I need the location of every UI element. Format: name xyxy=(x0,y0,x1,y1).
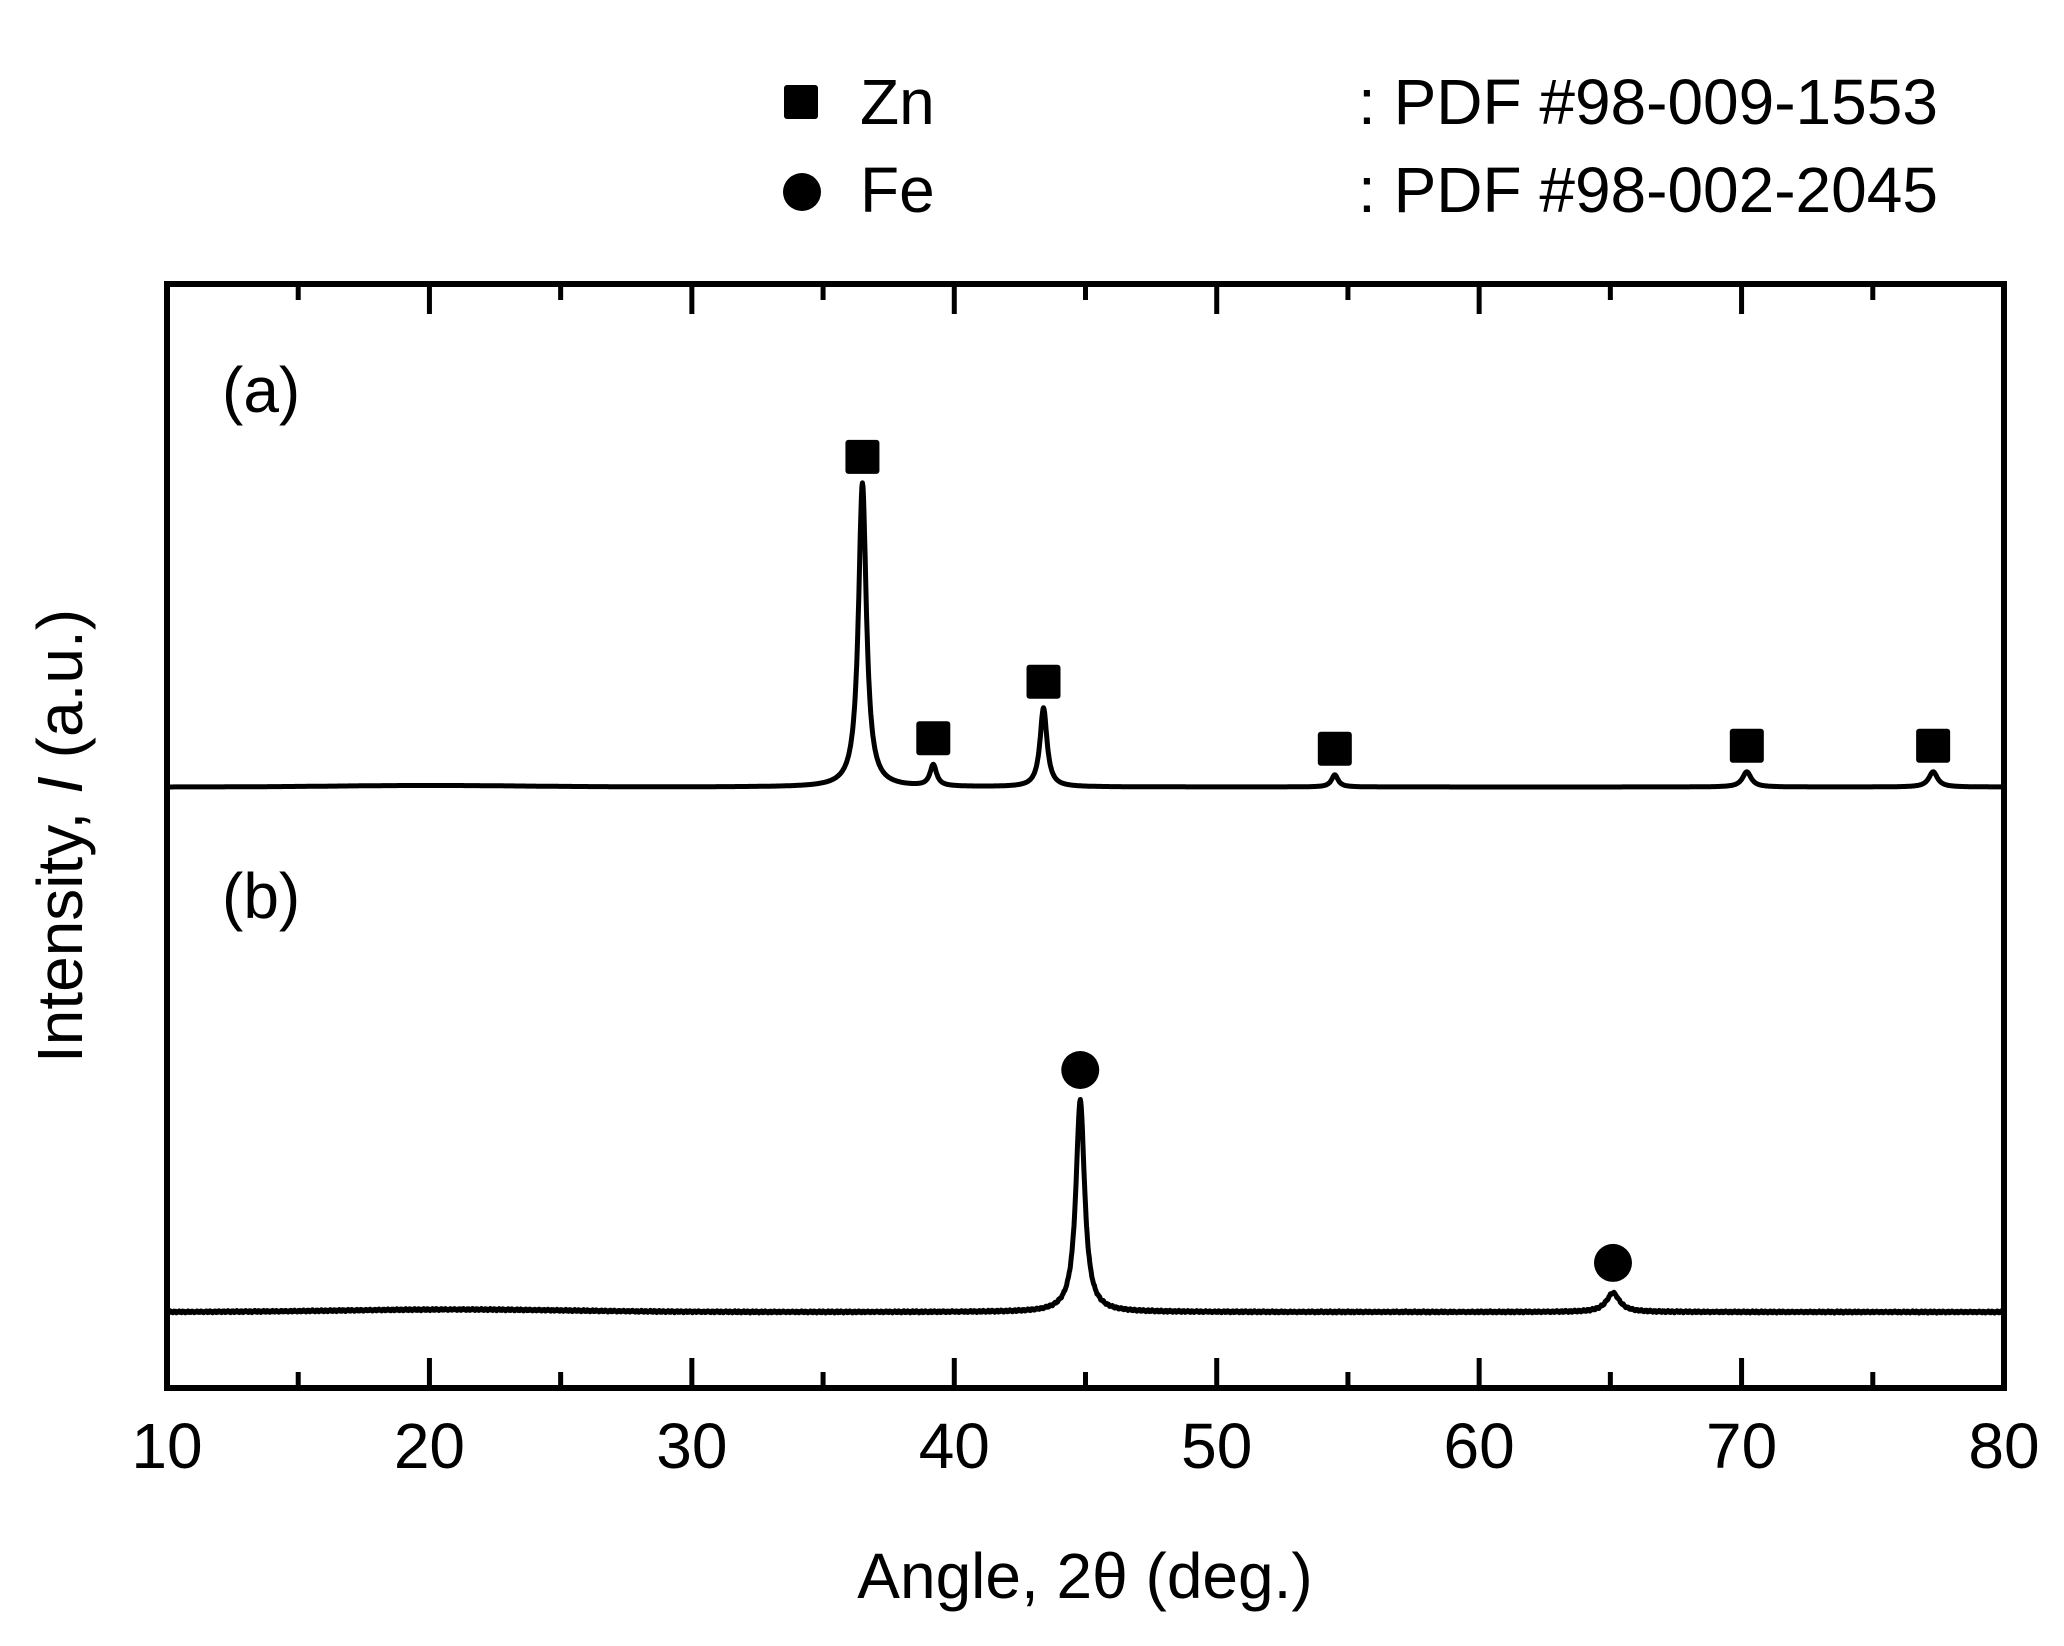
series-a-curve xyxy=(165,480,2006,790)
zn-square-marker-icon xyxy=(1317,731,1352,766)
zn-square-marker-icon xyxy=(845,439,880,474)
series-b-curve xyxy=(164,1097,2007,1316)
zn-square-marker-icon xyxy=(1729,728,1764,763)
circle-marker-icon xyxy=(783,173,821,211)
x-tick-label: 80 xyxy=(1968,1410,2039,1482)
axis-ticks xyxy=(295,284,1876,1388)
legend-reference-zn: : PDF #98-009-1553 xyxy=(1358,66,1938,138)
legend-reference-fe: : PDF #98-002-2045 xyxy=(1358,154,1938,226)
y-axis-label: Intensity, I (a.u.) xyxy=(24,609,96,1063)
x-tick-label: 50 xyxy=(1181,1410,1252,1482)
x-tick-label: 60 xyxy=(1444,1410,1515,1482)
fe-peak-markers xyxy=(1061,1050,1632,1282)
fe-circle-marker-icon xyxy=(1061,1050,1100,1089)
zn-square-marker-icon xyxy=(1916,728,1951,763)
x-tick-labels: 10 20 30 40 50 60 70 80 xyxy=(131,1410,2039,1482)
panel-label-b: (b) xyxy=(222,860,300,932)
x-tick-label: 20 xyxy=(394,1410,465,1482)
fe-circle-marker-icon xyxy=(1593,1243,1632,1282)
x-axis-label: Angle, 2θ (deg.) xyxy=(857,1540,1312,1612)
zn-square-marker-icon xyxy=(916,721,951,756)
zn-square-marker-icon xyxy=(1026,664,1061,699)
x-tick-label: 70 xyxy=(1706,1410,1777,1482)
x-tick-label: 30 xyxy=(656,1410,727,1482)
legend-label-fe: Fe xyxy=(860,154,935,226)
legend: Zn : PDF #98-009-1553 Fe : PDF #98-002-2… xyxy=(783,66,1938,226)
x-tick-label: 40 xyxy=(919,1410,990,1482)
legend-label-zn: Zn xyxy=(860,66,935,138)
square-marker-icon xyxy=(784,85,818,119)
x-tick-label: 10 xyxy=(131,1410,202,1482)
panel-label-a: (a) xyxy=(222,354,300,426)
zn-peak-markers xyxy=(845,439,1951,766)
